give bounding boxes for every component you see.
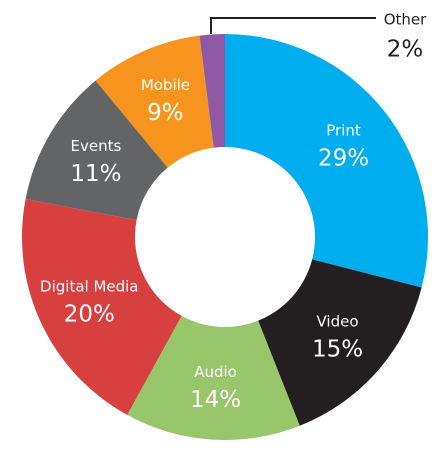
value-label: 11% (70, 161, 121, 187)
donut-slice (225, 34, 428, 288)
slice-label: Mobile (141, 76, 190, 94)
leader-line (210, 17, 376, 34)
slice-label: Audio (194, 363, 237, 381)
slice-label: Other (384, 11, 427, 29)
value-label: 29% (318, 146, 369, 172)
value-label: 14% (190, 387, 241, 413)
value-label: 2% (387, 37, 424, 63)
donut-slice (127, 315, 300, 441)
value-label: 20% (64, 301, 115, 327)
slice-label: Print (326, 122, 361, 140)
donut-slice (95, 35, 214, 168)
value-label: 15% (312, 337, 363, 363)
slice-label: Video (317, 313, 359, 331)
donut-slice (258, 259, 422, 426)
donut-slice (22, 198, 182, 415)
slice-label: Events (70, 137, 121, 155)
slice-label: Digital Media (40, 277, 138, 295)
donut-slice (199, 34, 225, 148)
value-label: 9% (147, 100, 184, 126)
donut-slice (25, 80, 168, 221)
